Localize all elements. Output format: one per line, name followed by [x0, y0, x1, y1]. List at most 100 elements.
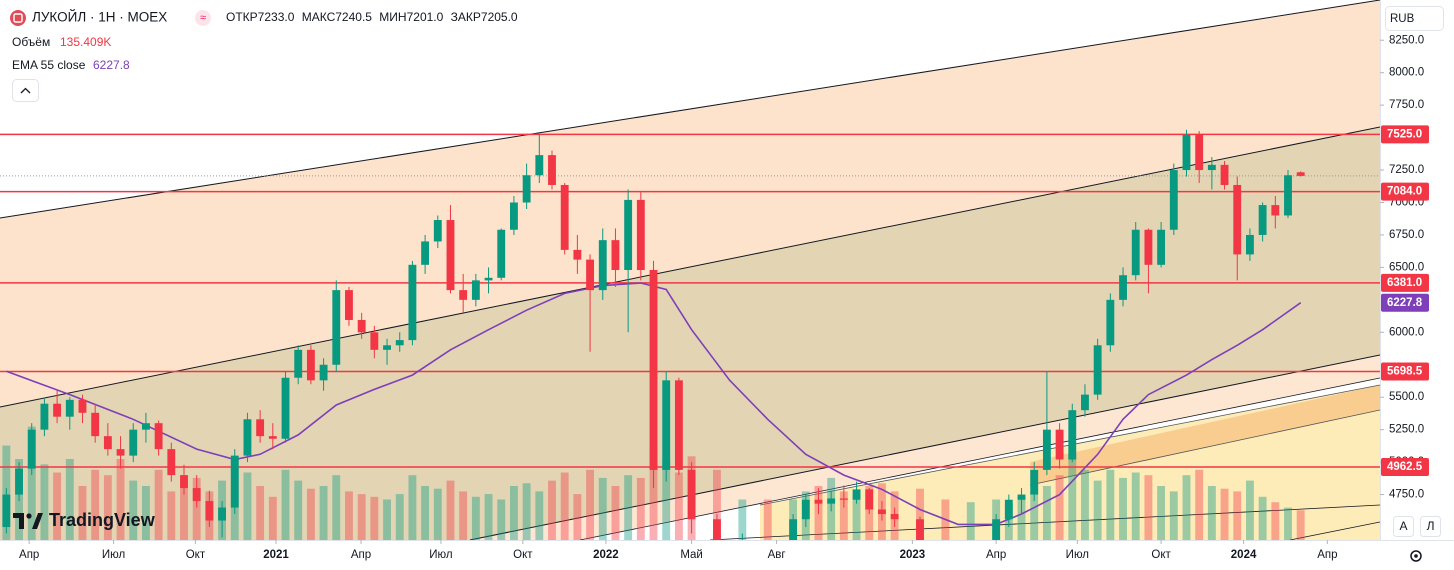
volume-bar	[319, 486, 328, 540]
candle-body	[1030, 469, 1039, 495]
candle-body	[345, 290, 353, 320]
candle-body	[53, 403, 62, 417]
volume-bar	[839, 491, 848, 540]
channel-line	[579, 377, 1380, 540]
volume-bar	[332, 475, 341, 540]
volume-bar	[357, 494, 366, 540]
y-tick-label: 8250.0	[1389, 34, 1424, 46]
brand-icon	[13, 513, 24, 529]
ohlc-values: ОТКР7233.0 МАКС7240.5 МИН7201.0 ЗАКР7205…	[226, 10, 518, 24]
volume-bar	[40, 464, 49, 540]
candle-body	[890, 514, 899, 520]
volume-bar	[1119, 477, 1127, 540]
volume-bar	[91, 469, 100, 540]
candle-body	[865, 489, 874, 510]
volume-bar	[383, 499, 391, 540]
channel-line	[0, 0, 1380, 219]
candle-body	[65, 399, 74, 417]
brand-icon	[26, 513, 32, 519]
volume-bar	[535, 491, 544, 540]
volume-bar	[1081, 469, 1089, 540]
volume-bar	[281, 469, 290, 540]
x-tick-label: 2021	[263, 549, 289, 561]
volume-bar	[1169, 491, 1178, 540]
candle-body	[370, 332, 379, 350]
candle-body	[395, 340, 404, 346]
x-tick-label: Окт	[1151, 549, 1171, 561]
symbol-logo-mark	[13, 13, 23, 23]
volume-bar	[268, 496, 277, 540]
volume-bar	[294, 480, 303, 540]
plot-area	[0, 0, 1380, 540]
level-badge-label: 6381.0	[1387, 277, 1422, 289]
candle-body	[1106, 299, 1115, 346]
x-tick-label: Июл	[1066, 549, 1089, 561]
candle-body	[586, 259, 595, 291]
brand-name: TradingView	[49, 510, 156, 530]
candle-body	[1182, 135, 1191, 171]
settings-icon	[1414, 554, 1418, 558]
level-badge-label: 4962.5	[1387, 461, 1423, 473]
currency-selector[interactable]	[1385, 6, 1444, 31]
candle-body	[852, 489, 861, 500]
candle-body	[218, 507, 227, 521]
collapse-button[interactable]	[12, 79, 39, 102]
auto-scale-label: A	[1399, 519, 1407, 533]
indicator-label: EMA 55 close	[12, 58, 86, 72]
x-tick-label: 2024	[1231, 549, 1257, 561]
candle-body	[243, 419, 252, 456]
candle-body	[167, 449, 176, 476]
candle-body	[129, 429, 138, 456]
axes-layer: 4750.05000.05250.05500.06000.06500.06750…	[19, 34, 1429, 561]
candle-body	[268, 436, 277, 439]
candle-body	[1220, 164, 1229, 185]
settings-button[interactable]	[1410, 550, 1422, 562]
log-scale-button[interactable]	[1420, 516, 1441, 537]
candle-body	[522, 175, 531, 203]
candle-body	[459, 290, 468, 300]
candle-body	[827, 498, 836, 504]
volume-bar	[116, 459, 125, 540]
candle-body	[357, 319, 366, 333]
volume-bar	[370, 496, 379, 540]
volume-bar	[1207, 486, 1216, 540]
level-badge-label: 5698.5	[1387, 365, 1423, 377]
volume-bar	[713, 469, 721, 540]
x-tick-label: 2023	[900, 549, 926, 561]
channel-line	[0, 126, 1380, 408]
volume-bar	[243, 472, 252, 540]
auto-scale-button[interactable]	[1393, 516, 1414, 537]
volume-bar	[560, 472, 569, 540]
candle-body	[40, 403, 49, 430]
candle-body	[1131, 229, 1140, 276]
candle-body	[992, 519, 1001, 540]
volume-bar	[141, 486, 150, 540]
volume-bar	[966, 502, 975, 540]
ohlc-label: МАКС	[302, 10, 336, 24]
volume-bar	[180, 486, 188, 540]
compare-icon[interactable]	[195, 10, 211, 26]
x-tick-label: Окт	[186, 549, 206, 561]
candle-body	[1055, 429, 1064, 460]
candle-body	[839, 498, 848, 500]
candle-body	[801, 499, 810, 520]
candle-body	[1271, 205, 1280, 216]
y-tick-label: 7250.0	[1389, 164, 1424, 176]
y-tick-label: 6500.0	[1389, 261, 1424, 273]
channel-middle	[0, 127, 1380, 540]
ohlc-value: 7201.0	[407, 10, 444, 24]
ohlc-value: 7240.5	[335, 10, 372, 24]
ema-badge	[1381, 293, 1429, 312]
volume-bar	[446, 480, 455, 540]
candle-body	[916, 519, 924, 540]
candle-body	[877, 509, 886, 515]
volume-bar	[65, 459, 74, 540]
x-tick-label: Авг	[768, 549, 786, 561]
volume-bar	[1182, 475, 1191, 540]
candle-body	[1195, 135, 1204, 171]
y-tick-label: 5500.0	[1389, 391, 1424, 403]
candle-body	[1119, 275, 1127, 300]
y-tick-label: 7750.0	[1389, 99, 1424, 111]
candle-body	[548, 155, 556, 185]
